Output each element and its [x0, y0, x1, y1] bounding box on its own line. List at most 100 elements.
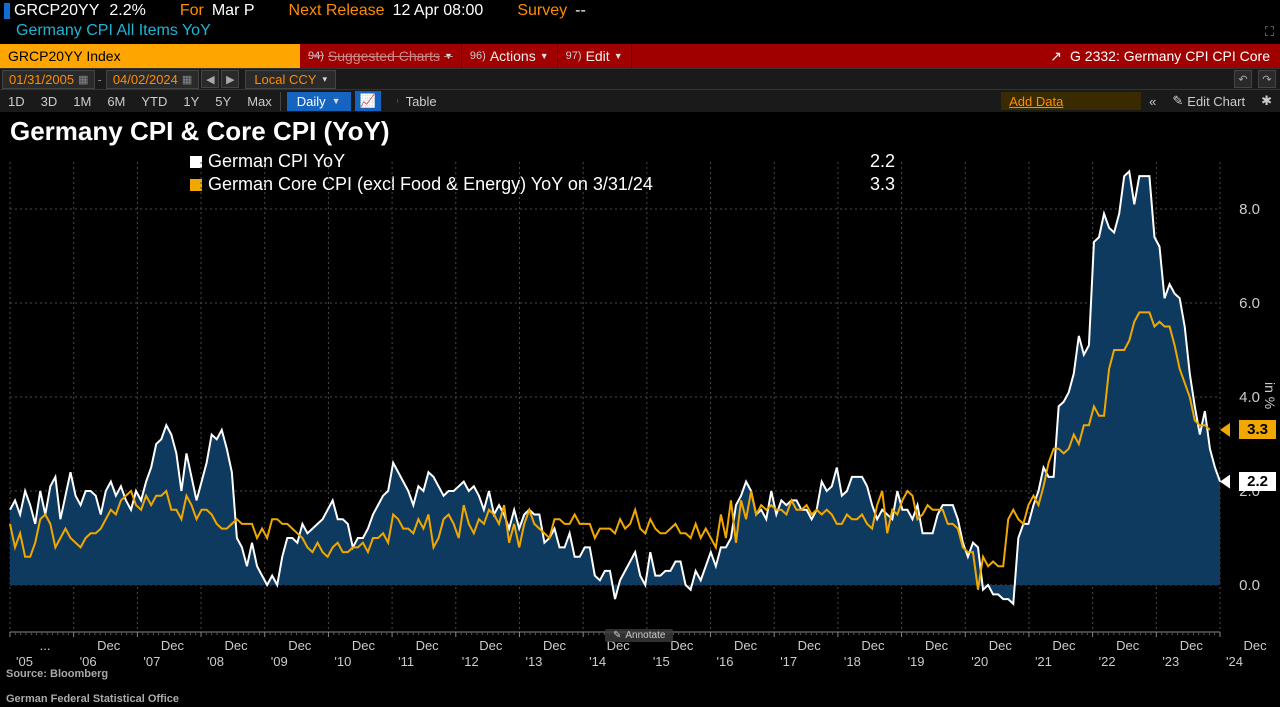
edit-chart-label: Edit Chart: [1187, 94, 1245, 109]
svg-text:'06: '06: [80, 654, 97, 669]
collapse-button[interactable]: «: [1141, 92, 1164, 111]
svg-text:Dec: Dec: [1180, 638, 1204, 653]
svg-text:Dec: Dec: [734, 638, 758, 653]
svg-text:Dec: Dec: [288, 638, 312, 653]
svg-text:Dec: Dec: [925, 638, 949, 653]
chart-id-text: G 2332: Germany CPI CPI Core: [1070, 48, 1270, 64]
svg-text:'24: '24: [1226, 654, 1243, 669]
index-input[interactable]: GRCP20YY Index: [0, 44, 300, 68]
svg-text:'11: '11: [398, 654, 414, 669]
annotate-label: Annotate: [625, 630, 665, 641]
annotate-button[interactable]: ✎ Annotate: [605, 629, 673, 642]
prev-button[interactable]: ◀: [201, 70, 219, 88]
svg-text:'09: '09: [271, 654, 288, 669]
next-button[interactable]: ▶: [221, 70, 239, 88]
svg-text:'22: '22: [1099, 654, 1116, 669]
topbar-desc-row: Germany CPI All Items YoY German Federal…: [0, 22, 1280, 44]
chevron-down-icon: ▼: [332, 96, 341, 106]
svg-text:...: ...: [40, 638, 51, 653]
svg-text:4.0: 4.0: [1239, 389, 1260, 406]
topbar: GRCP20YY 2.2% For Mar P Next Release 12 …: [0, 0, 1280, 22]
svg-text:Dec: Dec: [416, 638, 440, 653]
currency-value: Local CCY: [254, 72, 316, 87]
for-value: Mar P: [212, 2, 255, 20]
currency-select[interactable]: Local CCY ▾: [245, 70, 336, 89]
from-date-input[interactable]: 01/31/2005 ▦: [2, 70, 95, 89]
chart-area: Germany CPI & Core CPI (YoY) German CPI …: [0, 112, 1280, 682]
svg-text:'13: '13: [525, 654, 542, 669]
chevron-down-icon: ▼: [540, 51, 549, 61]
range-1d[interactable]: 1D: [0, 92, 33, 111]
menu-num: 94): [308, 50, 324, 62]
next-release-label: Next Release: [289, 2, 385, 20]
svg-text:'23: '23: [1162, 654, 1179, 669]
chart-source: Source: Bloomberg: [6, 668, 108, 680]
to-date-input[interactable]: 04/02/2024 ▦: [106, 70, 199, 89]
menu-label: Actions: [490, 48, 536, 64]
svg-text:Dec: Dec: [543, 638, 567, 653]
svg-text:'10: '10: [334, 654, 351, 669]
next-release-value: 12 Apr 08:00: [393, 2, 484, 20]
svg-text:'19: '19: [908, 654, 925, 669]
svg-text:Dec: Dec: [1052, 638, 1076, 653]
svg-text:Dec: Dec: [989, 638, 1013, 653]
add-data-placeholder: Add Data: [1009, 94, 1063, 109]
expand-icon[interactable]: ⛶: [1265, 24, 1274, 40]
data-source: German Federal Statistical Office: [6, 693, 179, 705]
calendar-icon: ▦: [182, 73, 192, 86]
range-1y[interactable]: 1Y: [175, 92, 207, 111]
menu-num: 96): [470, 50, 486, 62]
range-ytd[interactable]: YTD: [133, 92, 175, 111]
index-text: GRCP20YY Index: [8, 48, 121, 64]
ticker-value: 2.2%: [109, 2, 145, 20]
svg-text:'07: '07: [143, 654, 160, 669]
frequency-value: Daily: [297, 94, 326, 109]
chart-id[interactable]: ↗ G 2332: Germany CPI CPI Core: [1040, 44, 1280, 68]
ticker-code: GRCP20YY: [14, 2, 99, 20]
frequency-select[interactable]: Daily ▼: [287, 92, 351, 111]
suggested-charts-button[interactable]: 94) Suggested Charts ▼: [300, 44, 462, 68]
table-button[interactable]: Table: [398, 92, 445, 111]
chevron-down-icon: ▾: [322, 74, 327, 85]
svg-text:Dec: Dec: [670, 638, 694, 653]
svg-text:'21: '21: [1035, 654, 1052, 669]
svg-text:Dec: Dec: [225, 638, 249, 653]
undo-button[interactable]: ↶: [1234, 70, 1252, 88]
external-link-icon: ↗: [1050, 48, 1062, 65]
redo-button[interactable]: ↷: [1258, 70, 1276, 88]
svg-text:Dec: Dec: [861, 638, 885, 653]
actions-button[interactable]: 96) Actions ▼: [462, 44, 558, 68]
series-description: Germany CPI All Items YoY: [16, 22, 211, 44]
pencil-icon: ✎: [613, 630, 621, 641]
chevron-down-icon: ▼: [614, 51, 623, 61]
range-bar: 1D 3D 1M 6M YTD 1Y 5Y Max Daily ▼ 📈 Tabl…: [0, 90, 1280, 112]
svg-text:6.0: 6.0: [1239, 295, 1260, 312]
edit-chart-button[interactable]: ✎ Edit Chart: [1164, 91, 1253, 111]
range-5y[interactable]: 5Y: [207, 92, 239, 111]
svg-text:'20: '20: [971, 654, 988, 669]
svg-text:Dec: Dec: [1243, 638, 1267, 653]
menu-num: 97): [566, 50, 582, 62]
date-bar: 01/31/2005 ▦ - 04/02/2024 ▦ ◀ ▶ Local CC…: [0, 68, 1280, 90]
range-1m[interactable]: 1M: [65, 92, 99, 111]
range-3d[interactable]: 3D: [33, 92, 66, 111]
edit-button[interactable]: 97) Edit ▼: [558, 44, 632, 68]
svg-text:'12: '12: [462, 654, 479, 669]
toolbar-spacer: [381, 99, 398, 103]
svg-text:Dec: Dec: [352, 638, 376, 653]
add-data-input[interactable]: Add Data: [1001, 92, 1141, 110]
range-max[interactable]: Max: [239, 92, 281, 111]
range-6m[interactable]: 6M: [99, 92, 133, 111]
chart-svg: 0.02.04.06.08.0...'05Dec'06Dec'07Dec'08D…: [0, 112, 1280, 682]
end-label-cpi: 2.2: [1239, 472, 1276, 491]
chevron-down-icon: ▼: [444, 51, 453, 61]
to-date-value: 04/02/2024: [113, 72, 178, 87]
svg-text:0.0: 0.0: [1239, 577, 1260, 594]
svg-text:'15: '15: [653, 654, 670, 669]
settings-button[interactable]: ✱: [1253, 91, 1280, 111]
survey-value: --: [575, 2, 586, 20]
svg-text:Dec: Dec: [97, 638, 121, 653]
chart-type-button[interactable]: 📈: [355, 91, 381, 111]
gear-icon: ✱: [1261, 93, 1272, 109]
svg-text:8.0: 8.0: [1239, 201, 1260, 218]
